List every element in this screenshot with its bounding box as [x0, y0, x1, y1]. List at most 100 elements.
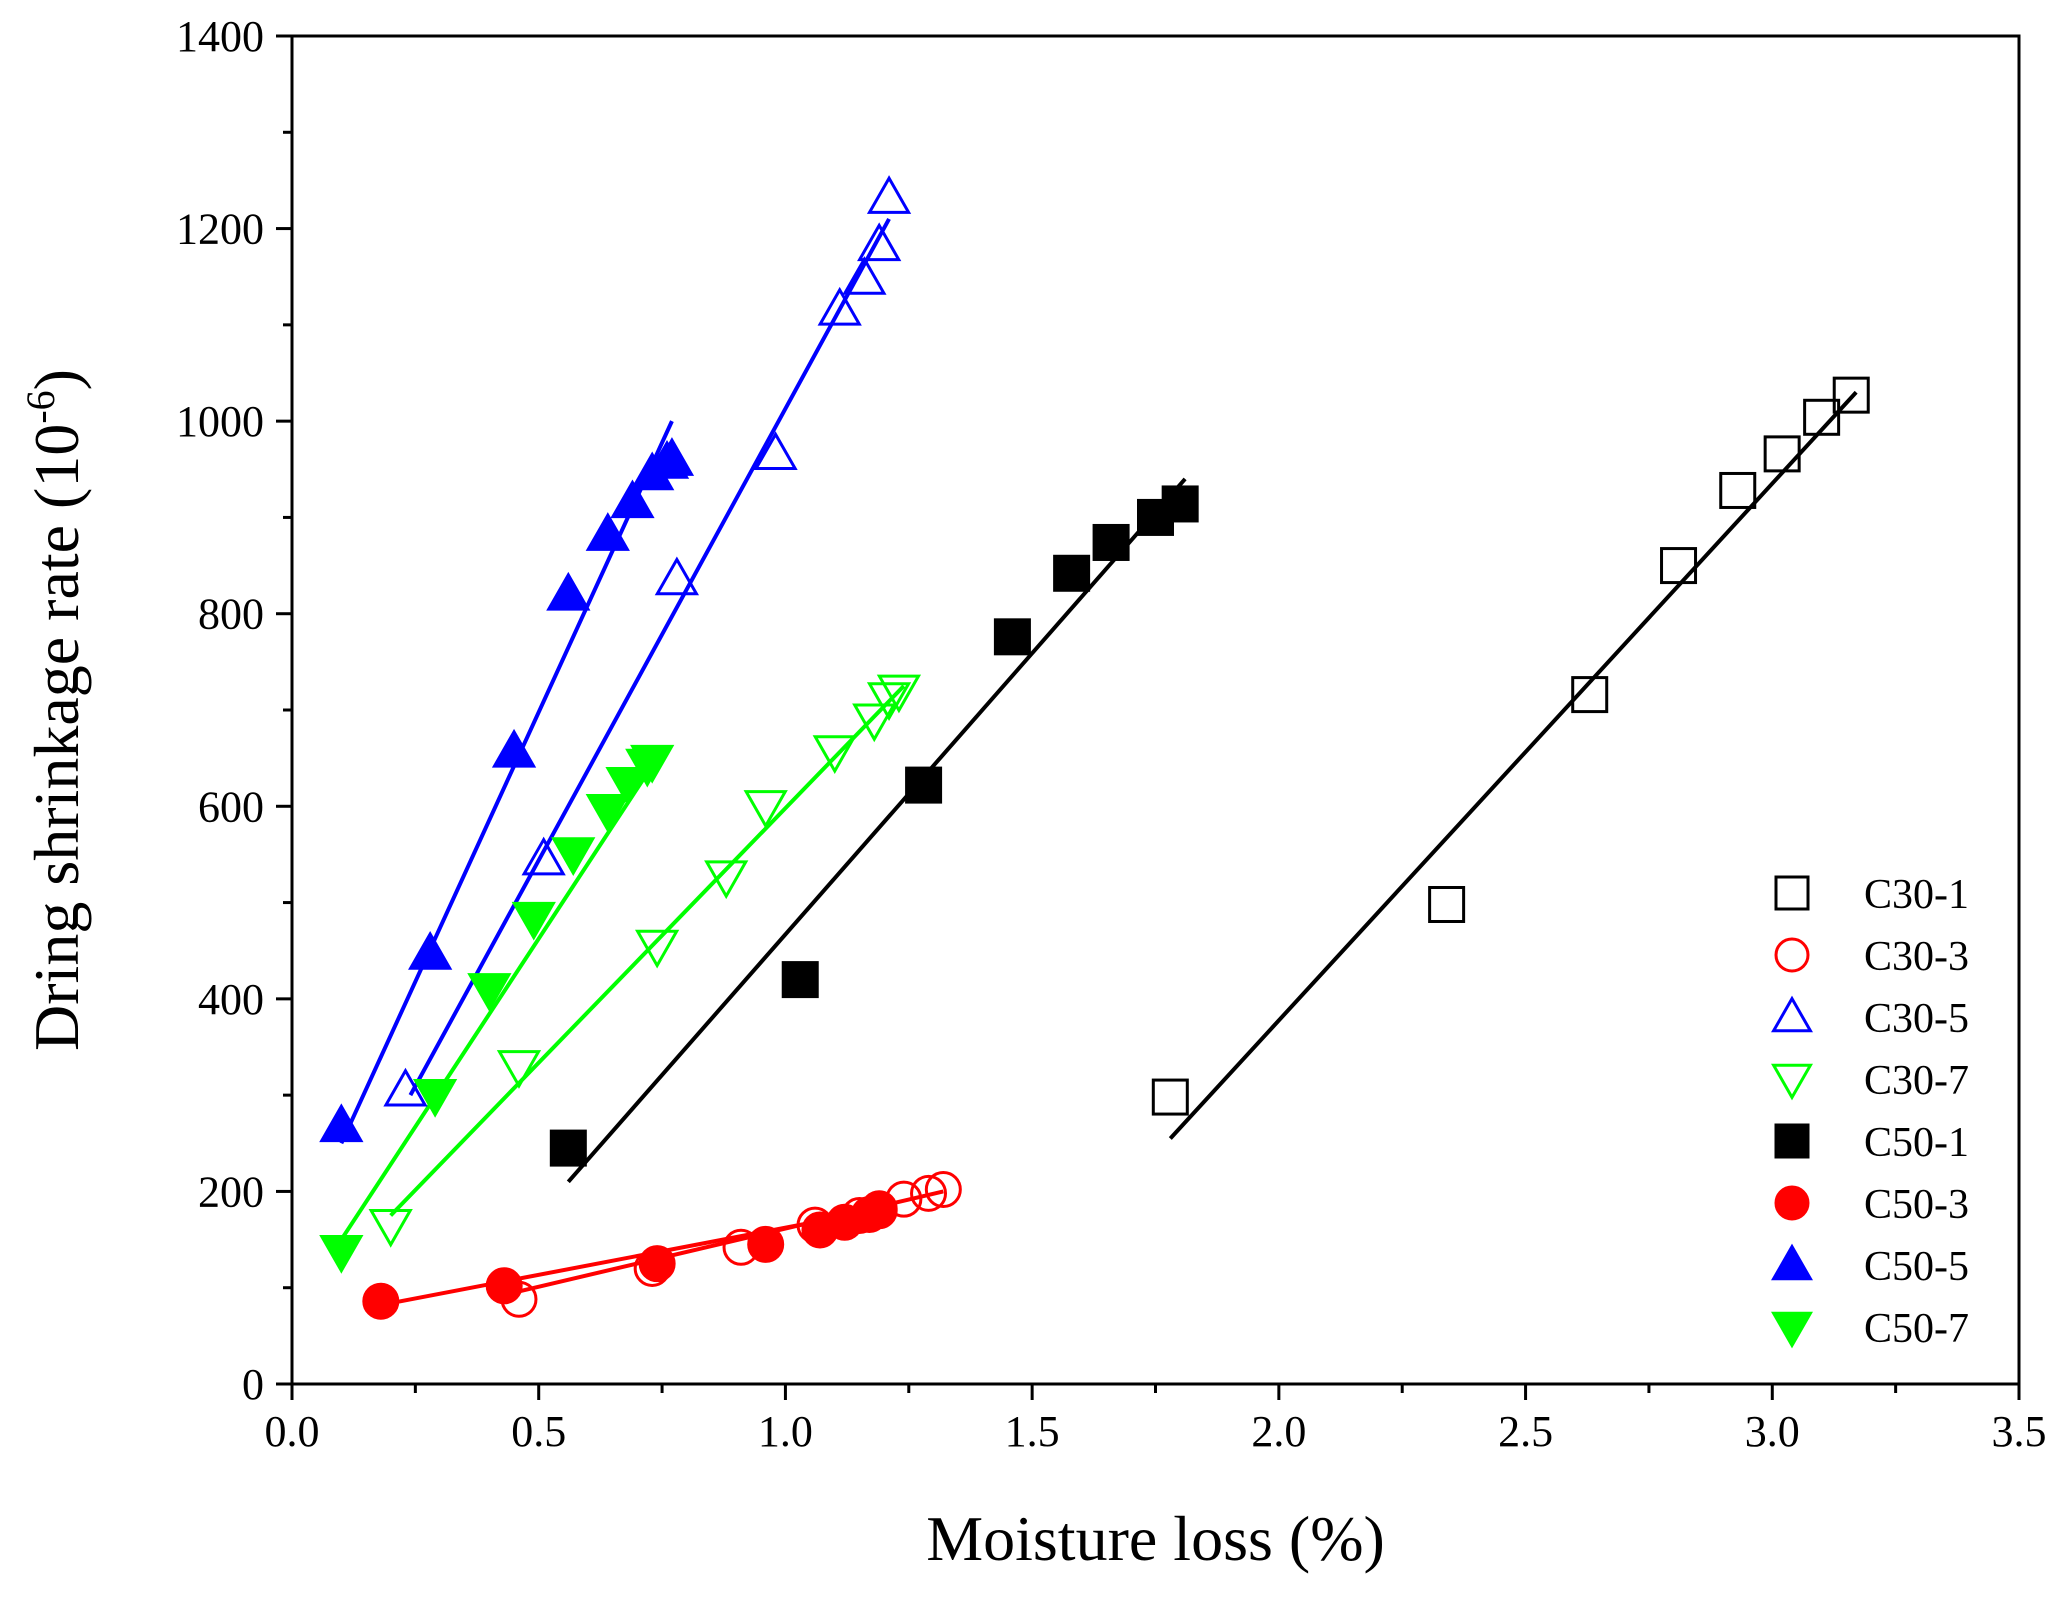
data-point-c30-1	[1719, 471, 1757, 509]
y-tick-label: 1200	[176, 205, 264, 254]
data-point-c50-1	[993, 618, 1031, 656]
series-c30-1	[1151, 376, 1870, 1116]
data-point-c50-7	[551, 837, 596, 877]
x-tick-label: 0.0	[265, 1407, 320, 1456]
legend-marker-c30-3	[1774, 937, 1810, 973]
data-point-c50-7	[605, 767, 650, 806]
data-point-c30-7	[876, 674, 922, 714]
data-point-c50-5	[491, 728, 537, 768]
ticks-layer: 0.0 0.5 1.0 1.5 2.0 2.5 3.0 3.5 0 200 400 600 800 100…	[176, 12, 2047, 1456]
data-point-c50-3	[362, 1282, 400, 1320]
legend-item-c50-7: C50-7	[1771, 1306, 1969, 1352]
y-tick-label: 200	[198, 1167, 264, 1216]
x-tick-label: 3.5	[1992, 1407, 2047, 1456]
data-point-c30-3	[924, 1171, 962, 1209]
data-point-c30-7	[743, 790, 788, 829]
y-axis-title-close: )	[21, 369, 92, 390]
legend-item-c30-1: C30-1	[1774, 872, 1969, 918]
x-tick-label: 2.0	[1251, 1407, 1306, 1456]
axes-layer	[290, 34, 2021, 1386]
data-point-c50-3	[747, 1225, 785, 1263]
data-point-c30-7	[635, 929, 680, 969]
data-point-c30-1	[1660, 547, 1698, 585]
legend-item-c50-1: C50-1	[1774, 1120, 1969, 1166]
legend-label-c50-3: C50-3	[1864, 1182, 1969, 1228]
series-c30-3	[500, 1171, 962, 1318]
fit-line-c30-5	[408, 217, 891, 1097]
series-c50-1	[549, 485, 1199, 1167]
y-axis-title-superscript: -6	[18, 390, 63, 423]
data-point-c30-3	[910, 1174, 948, 1212]
markers-layer	[319, 175, 1870, 1320]
fit-line-c50-3	[380, 1206, 885, 1308]
fit-line-c50-7	[339, 757, 659, 1241]
data-point-c50-3	[860, 1192, 898, 1230]
y-axis-title-main: Dring shrinkage rate (10	[21, 424, 92, 1051]
data-point-c30-1	[1571, 676, 1609, 714]
series-c50-7	[319, 744, 675, 1274]
data-point-c30-1	[1803, 398, 1841, 436]
x-tick-label: 2.5	[1498, 1407, 1553, 1456]
plot-frame	[290, 34, 2021, 1386]
data-point-c50-7	[511, 901, 556, 941]
legend-label-c50-5: C50-5	[1864, 1244, 1969, 1290]
data-point-c30-1	[1151, 1078, 1189, 1116]
legend-label-c30-7: C30-7	[1864, 1058, 1969, 1104]
data-point-c30-1	[1763, 435, 1801, 473]
legend-marker-c30-5	[1771, 995, 1813, 1033]
fit-line-c30-1	[1168, 390, 1858, 1140]
data-point-c50-3	[638, 1245, 676, 1283]
data-point-c30-7	[812, 735, 857, 774]
data-point-c30-5	[753, 431, 798, 471]
series-c50-5	[319, 437, 695, 1143]
legend-item-c50-3: C50-3	[1774, 1182, 1969, 1228]
y-tick-label: 600	[198, 782, 264, 831]
data-point-c30-1	[1832, 376, 1870, 414]
x-tick-label: 1.5	[1005, 1407, 1060, 1456]
y-axis-title: Dring shrinkage rate (10-6)	[18, 369, 92, 1051]
y-tick-label: 400	[198, 975, 264, 1024]
data-point-c50-7	[630, 744, 675, 784]
x-tick-label: 0.5	[511, 1407, 566, 1456]
series-c30-5	[383, 175, 912, 1107]
data-point-c50-1	[1053, 554, 1091, 592]
fit-line-c50-1	[566, 477, 1187, 1184]
data-point-c50-7	[319, 1234, 364, 1274]
legend-marker-c50-3	[1774, 1185, 1810, 1221]
legend-marker-c50-7	[1771, 1311, 1813, 1349]
legend-label-c30-5: C30-5	[1864, 996, 1969, 1042]
data-point-c50-1	[549, 1129, 587, 1167]
data-point-c50-5	[546, 571, 591, 611]
data-point-c50-5	[319, 1103, 364, 1143]
legend-item-c30-5: C30-5	[1771, 995, 1969, 1042]
data-point-c30-5	[383, 1067, 428, 1107]
legend-marker-c30-7	[1771, 1063, 1813, 1101]
series-c50-3	[362, 1192, 898, 1320]
x-axis-title: Moisture loss (%)	[926, 1503, 1385, 1574]
y-tick-label: 1000	[176, 397, 264, 446]
data-point-c50-7	[412, 1078, 458, 1118]
x-tick-label: 1.0	[758, 1407, 813, 1456]
legend-item-c30-3: C30-3	[1774, 934, 1969, 980]
data-point-c50-1	[905, 766, 943, 804]
y-tick-label: 800	[198, 590, 264, 639]
data-point-c30-5	[857, 222, 902, 262]
data-point-c50-1	[1092, 523, 1130, 561]
legend-item-c50-5: C50-5	[1771, 1243, 1969, 1290]
data-point-c30-5	[521, 836, 566, 876]
data-point-c50-5	[408, 931, 453, 970]
data-point-c50-1	[1161, 485, 1199, 523]
fit-lines-layer	[339, 217, 1858, 1308]
data-point-c30-5	[866, 175, 912, 214]
y-tick-label: 0	[242, 1360, 264, 1409]
legend-marker-c50-5	[1771, 1243, 1813, 1281]
data-point-c30-7	[852, 703, 897, 743]
legend-label-c50-7: C50-7	[1864, 1306, 1969, 1352]
data-point-c30-5	[842, 256, 887, 295]
data-point-c50-3	[485, 1267, 523, 1305]
legend-item-c30-7: C30-7	[1771, 1058, 1969, 1104]
data-point-c30-7	[866, 682, 912, 722]
legend-label-c50-1: C50-1	[1864, 1120, 1969, 1166]
legend: C30-1 C30-3 C30-5 C30-7 C50-1 C50-3 C50-5 C50-7	[1771, 872, 1969, 1352]
